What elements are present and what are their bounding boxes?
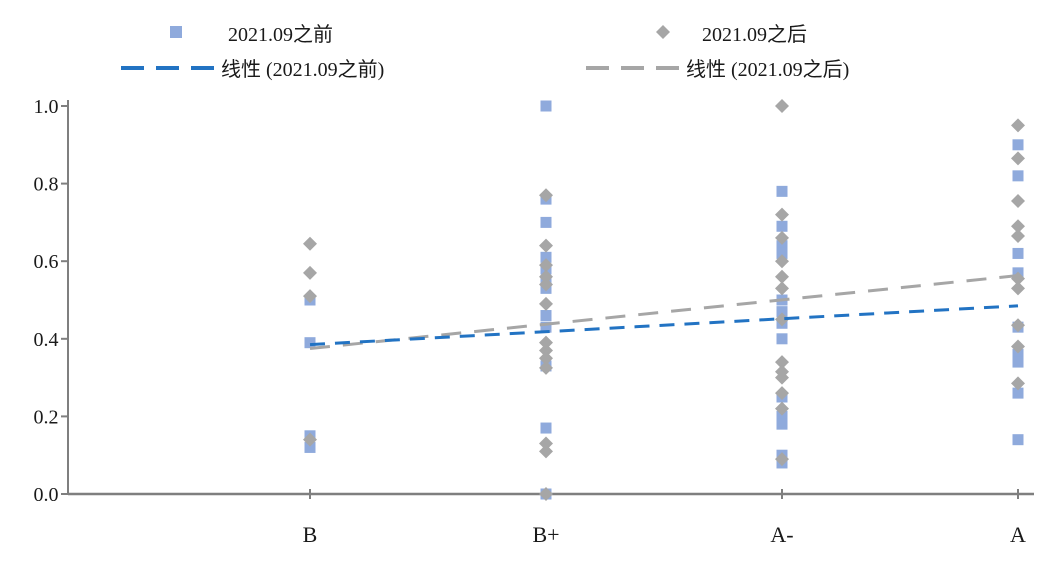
y-tick-label: 0.4 (34, 329, 59, 351)
data-point-diamond (539, 436, 553, 451)
data-point-square (776, 333, 788, 345)
data-point-diamond (775, 355, 789, 370)
data-point-diamond (539, 188, 553, 203)
y-tick-label: 0.6 (34, 251, 59, 273)
data-point-diamond (303, 236, 317, 251)
data-point-square (776, 306, 788, 318)
x-category-label: B (303, 522, 318, 547)
data-point-diamond (775, 207, 789, 222)
data-point-diamond (539, 343, 553, 358)
legend-diamond-marker-icon (656, 25, 670, 39)
data-point-diamond (539, 277, 553, 292)
trendline-after (309, 272, 1031, 350)
x-category-label: A (1010, 522, 1026, 547)
legend-square-marker-icon (170, 26, 182, 38)
data-point-diamond (775, 281, 789, 296)
data-point-diamond (1011, 194, 1025, 209)
data-point-diamond (539, 444, 553, 459)
legend-label-trend-after: 线性 (2021.09之后) (686, 58, 849, 81)
data-point-diamond (303, 432, 317, 447)
data-point-diamond (775, 254, 789, 269)
y-tick-label: 0.2 (34, 406, 59, 428)
data-point-square (1012, 434, 1024, 446)
data-point-square (776, 220, 788, 232)
y-tick-label: 1.0 (34, 96, 59, 118)
data-point-diamond (775, 230, 789, 245)
data-point-diamond (1011, 339, 1025, 354)
y-tick-label: 0.8 (34, 174, 59, 196)
data-point-square (1012, 348, 1024, 360)
data-point-square (540, 216, 552, 228)
data-point-diamond (1011, 318, 1025, 333)
data-point-diamond (775, 401, 789, 416)
data-point-diamond (775, 386, 789, 401)
data-point-square (1012, 247, 1024, 259)
chart-trendlines (309, 272, 1031, 350)
data-point-square (304, 441, 316, 453)
data-point-diamond (539, 258, 553, 273)
data-point-square (540, 310, 552, 322)
data-point-diamond (303, 289, 317, 304)
data-point-square (776, 185, 788, 197)
data-point-square (304, 337, 316, 349)
data-point-diamond (775, 99, 789, 113)
data-point-diamond (539, 351, 553, 366)
data-point-diamond (1011, 118, 1025, 133)
data-point-diamond (1011, 376, 1025, 391)
chart-axis-labels: 0.0 0.2 0.4 0.6 0.8 1.0 B B+ A- A (34, 96, 1027, 547)
data-point-diamond (539, 487, 553, 501)
data-point-square (540, 100, 552, 112)
data-point-square (540, 251, 552, 263)
legend-label-after: 2021.09之后 (702, 23, 807, 46)
data-point-square (540, 422, 552, 434)
x-category-label: B+ (532, 522, 559, 547)
y-tick-label: 0.0 (34, 484, 59, 506)
data-point-square (776, 247, 788, 259)
data-point-square (776, 240, 788, 252)
x-category-label: A- (770, 522, 793, 547)
trendline-before (309, 304, 1019, 347)
data-point-square (540, 321, 552, 333)
data-point-diamond (1011, 281, 1025, 296)
data-point-diamond (1011, 228, 1025, 243)
data-point-diamond (539, 269, 553, 284)
data-point-square (1012, 356, 1024, 368)
data-point-diamond (303, 265, 317, 280)
data-point-diamond (539, 238, 553, 253)
data-point-square (1012, 170, 1024, 182)
chart-legend: 2021.09之前 2021.09之后 线性 (2021.09之前) 线性 (2… (121, 23, 849, 81)
legend-label-trend-before: 线性 (2021.09之前) (221, 58, 384, 81)
data-point-diamond (1011, 151, 1025, 166)
chart-data-points (303, 99, 1025, 501)
legend-label-before: 2021.09之前 (228, 23, 333, 46)
data-point-square (776, 410, 788, 422)
data-point-diamond (1011, 219, 1025, 234)
data-point-diamond (775, 269, 789, 284)
data-point-diamond (539, 296, 553, 311)
data-point-diamond (775, 370, 789, 385)
data-point-diamond (775, 312, 789, 327)
data-point-diamond (539, 335, 553, 350)
data-point-square (776, 418, 788, 430)
data-point-square (1012, 139, 1024, 151)
data-point-diamond (539, 360, 553, 375)
data-point-diamond (775, 452, 789, 467)
data-point-square (1012, 387, 1024, 399)
